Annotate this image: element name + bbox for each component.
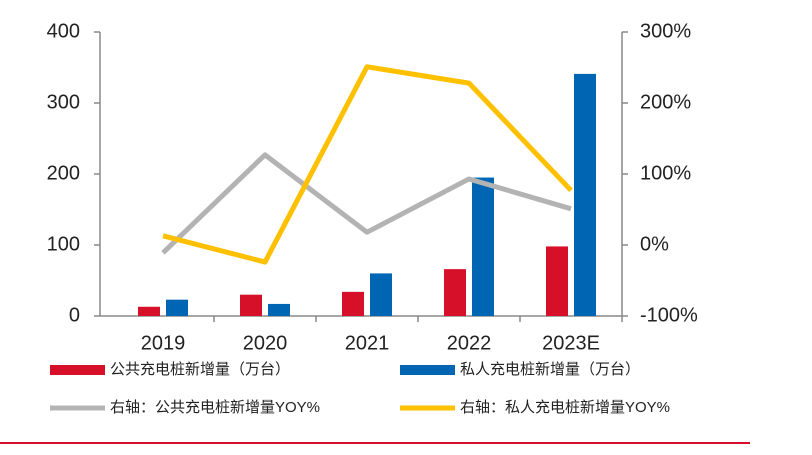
y2-tick-label: 100%: [640, 162, 691, 184]
y2-tick-label: -100%: [640, 304, 698, 326]
y2-tick-label: 200%: [640, 91, 691, 113]
bar: [240, 294, 262, 316]
bar: [342, 291, 364, 316]
y-tick-label: 200: [47, 162, 80, 184]
x-tick-label: 2022: [447, 332, 492, 354]
bar: [138, 306, 160, 316]
bar: [268, 303, 290, 316]
bar: [472, 177, 494, 316]
legend-swatch: [400, 365, 455, 375]
bar: [166, 299, 188, 316]
x-tick-label: 2023E: [542, 332, 600, 354]
legend-swatch: [50, 365, 105, 375]
x-tick-label: 2019: [141, 332, 186, 354]
bar: [574, 73, 596, 316]
x-tick-label: 2021: [345, 332, 390, 354]
y-tick-label: 400: [47, 20, 80, 42]
y2-tick-label: 300%: [640, 20, 691, 42]
y-tick-label: 300: [47, 91, 80, 113]
legend-label: 公共充电桩新增量（万台）: [110, 361, 290, 378]
y-tick-label: 100: [47, 233, 80, 255]
legend-label: 私人充电桩新增量（万台）: [460, 361, 640, 378]
line: [161, 152, 572, 255]
x-tick-label: 2020: [243, 332, 288, 354]
legend-label: 右轴：公共充电桩新增量YOY%: [110, 399, 320, 416]
y-tick-label: 0: [69, 304, 80, 326]
legend-label: 右轴：私人充电桩新增量YOY%: [460, 399, 670, 416]
bar: [546, 246, 568, 316]
y2-tick-label: 0%: [640, 233, 669, 255]
line: [162, 64, 573, 265]
bar: [370, 273, 392, 316]
bar: [444, 269, 466, 316]
